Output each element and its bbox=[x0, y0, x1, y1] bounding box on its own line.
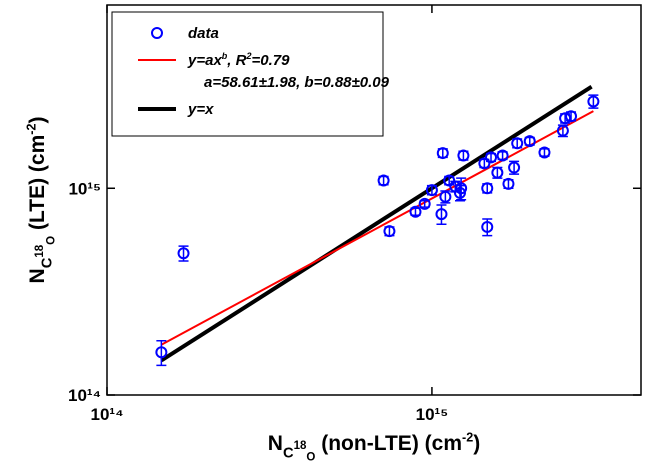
data-point bbox=[485, 151, 498, 164]
data-point bbox=[425, 184, 438, 197]
data-point bbox=[565, 110, 578, 123]
label-part: O bbox=[306, 452, 315, 464]
data-point bbox=[481, 220, 494, 233]
data-point bbox=[587, 95, 600, 108]
y-tick-label: 10¹⁵ bbox=[68, 179, 101, 198]
data-point bbox=[383, 225, 396, 238]
label-part: 2 bbox=[245, 51, 251, 61]
error-bar bbox=[456, 177, 467, 201]
x-axis-label: NC18O (non-LTE) (cm-2) bbox=[268, 431, 480, 464]
data-point bbox=[523, 135, 536, 148]
data-point bbox=[435, 208, 448, 221]
data-point bbox=[453, 186, 466, 199]
legend-symbol bbox=[151, 27, 163, 39]
data-point bbox=[418, 197, 431, 210]
label-part: N bbox=[26, 268, 49, 283]
label-part: ) bbox=[26, 117, 49, 124]
legend-box bbox=[111, 11, 384, 137]
data-point bbox=[409, 205, 422, 218]
label-part: -2 bbox=[25, 124, 39, 135]
data-point bbox=[491, 166, 504, 179]
label-part: (LTE) (cm bbox=[26, 135, 49, 236]
data-point bbox=[443, 174, 456, 187]
label-part: O bbox=[46, 236, 58, 245]
legend-label: y=axb, R2=0.79 bbox=[187, 51, 290, 69]
legend-label: data bbox=[188, 25, 219, 42]
data-point bbox=[439, 190, 452, 203]
label-part: =0.79 bbox=[251, 52, 290, 69]
x-tick-label: 10¹⁵ bbox=[416, 405, 449, 424]
data-point bbox=[556, 124, 569, 137]
legend-label: y=x bbox=[187, 101, 214, 118]
data-point bbox=[436, 147, 449, 160]
label-part: , R bbox=[226, 52, 246, 69]
data-point bbox=[455, 182, 468, 195]
data-point bbox=[481, 182, 494, 195]
label-part: C bbox=[39, 257, 55, 268]
y-tick-label: 10¹⁴ bbox=[68, 386, 101, 405]
label-part: C bbox=[283, 445, 294, 461]
fit-line bbox=[160, 110, 594, 346]
data-point bbox=[559, 112, 572, 125]
data-point bbox=[177, 247, 190, 260]
data-point bbox=[478, 157, 491, 170]
label-part: 18 bbox=[34, 244, 46, 257]
error-bar bbox=[156, 339, 167, 367]
data-point bbox=[508, 161, 521, 174]
label-part: (non-LTE) (cm bbox=[315, 432, 462, 455]
label-part: y=ax bbox=[187, 52, 222, 69]
label-part: b bbox=[222, 51, 228, 61]
y-axis-label: NC18O (LTE) (cm-2) bbox=[25, 117, 58, 284]
data-point bbox=[496, 149, 509, 162]
data-point bbox=[511, 137, 524, 150]
fit-line bbox=[160, 84, 593, 363]
label-part: N bbox=[268, 432, 283, 455]
x-tick-label: 10¹⁴ bbox=[91, 405, 124, 424]
data-point bbox=[377, 174, 390, 187]
label-part: ) bbox=[473, 432, 480, 455]
data-point bbox=[457, 149, 470, 162]
data-point bbox=[502, 177, 515, 190]
data-point bbox=[538, 146, 551, 159]
error-bar bbox=[436, 204, 447, 225]
plot-frame bbox=[106, 4, 642, 396]
label-part: 18 bbox=[294, 440, 307, 452]
data-point bbox=[155, 346, 168, 359]
label-part: -2 bbox=[462, 431, 473, 445]
legend-label: a=58.61±1.98, b=0.88±0.09 bbox=[204, 74, 390, 91]
